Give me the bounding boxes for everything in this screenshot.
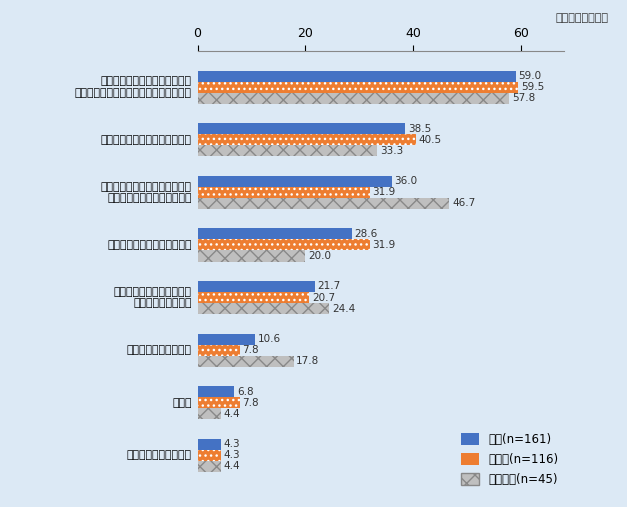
Bar	[198, 439, 221, 450]
Text: 20.0: 20.0	[308, 251, 331, 261]
Bar	[198, 93, 509, 104]
Bar	[198, 345, 240, 355]
Bar	[198, 386, 234, 397]
Text: 4.4: 4.4	[224, 461, 241, 471]
Bar	[198, 239, 369, 250]
Text: 31.9: 31.9	[372, 240, 396, 250]
Bar	[198, 408, 221, 419]
Text: 28.6: 28.6	[354, 229, 377, 239]
Bar	[198, 461, 221, 472]
Bar	[198, 334, 255, 345]
Bar	[198, 176, 392, 187]
Text: 7.8: 7.8	[242, 397, 259, 408]
Bar	[198, 250, 305, 262]
Bar	[198, 250, 305, 262]
Text: 21.7: 21.7	[317, 281, 340, 292]
Text: （複数回答、％）: （複数回答、％）	[555, 13, 608, 23]
Text: 4.3: 4.3	[223, 450, 240, 460]
Bar	[198, 292, 309, 303]
Bar	[198, 93, 509, 104]
Bar	[198, 198, 450, 209]
Bar	[198, 397, 240, 408]
Text: 4.4: 4.4	[224, 409, 241, 419]
Text: 46.7: 46.7	[452, 198, 475, 208]
Bar	[198, 397, 240, 408]
Bar	[198, 303, 329, 314]
Bar	[198, 134, 416, 146]
Text: 31.9: 31.9	[372, 188, 396, 197]
Text: 17.8: 17.8	[296, 356, 320, 366]
Bar	[198, 281, 315, 292]
Bar	[198, 408, 221, 419]
Bar	[198, 198, 450, 209]
Bar	[198, 461, 221, 472]
Bar	[198, 134, 416, 146]
Text: 33.3: 33.3	[380, 146, 403, 156]
Bar	[198, 292, 309, 303]
Text: 20.7: 20.7	[312, 293, 335, 303]
Text: 59.5: 59.5	[521, 82, 544, 92]
Bar	[198, 146, 377, 157]
Bar	[198, 71, 516, 82]
Bar	[198, 123, 405, 134]
Text: 10.6: 10.6	[257, 334, 280, 344]
Bar	[198, 229, 352, 239]
Bar	[198, 450, 221, 461]
Bar	[198, 239, 369, 250]
Text: 24.4: 24.4	[332, 304, 355, 313]
Bar	[198, 355, 293, 367]
Text: 59.0: 59.0	[519, 71, 542, 81]
Text: 7.8: 7.8	[242, 345, 259, 355]
Bar	[198, 187, 369, 198]
Legend: 全体(n=161), 製造業(n=116), 非製造業(n=45): 全体(n=161), 製造業(n=116), 非製造業(n=45)	[461, 432, 559, 486]
Bar	[198, 355, 293, 367]
Bar	[198, 345, 240, 355]
Bar	[198, 146, 377, 157]
Bar	[198, 187, 369, 198]
Text: 4.3: 4.3	[223, 439, 240, 449]
Text: 57.8: 57.8	[512, 93, 535, 103]
Text: 38.5: 38.5	[408, 124, 431, 134]
Bar	[198, 450, 221, 461]
Text: 40.5: 40.5	[419, 135, 442, 145]
Bar	[198, 82, 519, 93]
Bar	[198, 82, 519, 93]
Text: 36.0: 36.0	[394, 176, 418, 187]
Bar	[198, 303, 329, 314]
Text: 6.8: 6.8	[237, 387, 253, 396]
